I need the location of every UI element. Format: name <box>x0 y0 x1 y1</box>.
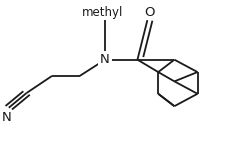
Text: methyl: methyl <box>82 6 124 19</box>
Text: N: N <box>2 111 11 124</box>
Text: N: N <box>100 53 110 66</box>
Text: O: O <box>144 6 155 19</box>
